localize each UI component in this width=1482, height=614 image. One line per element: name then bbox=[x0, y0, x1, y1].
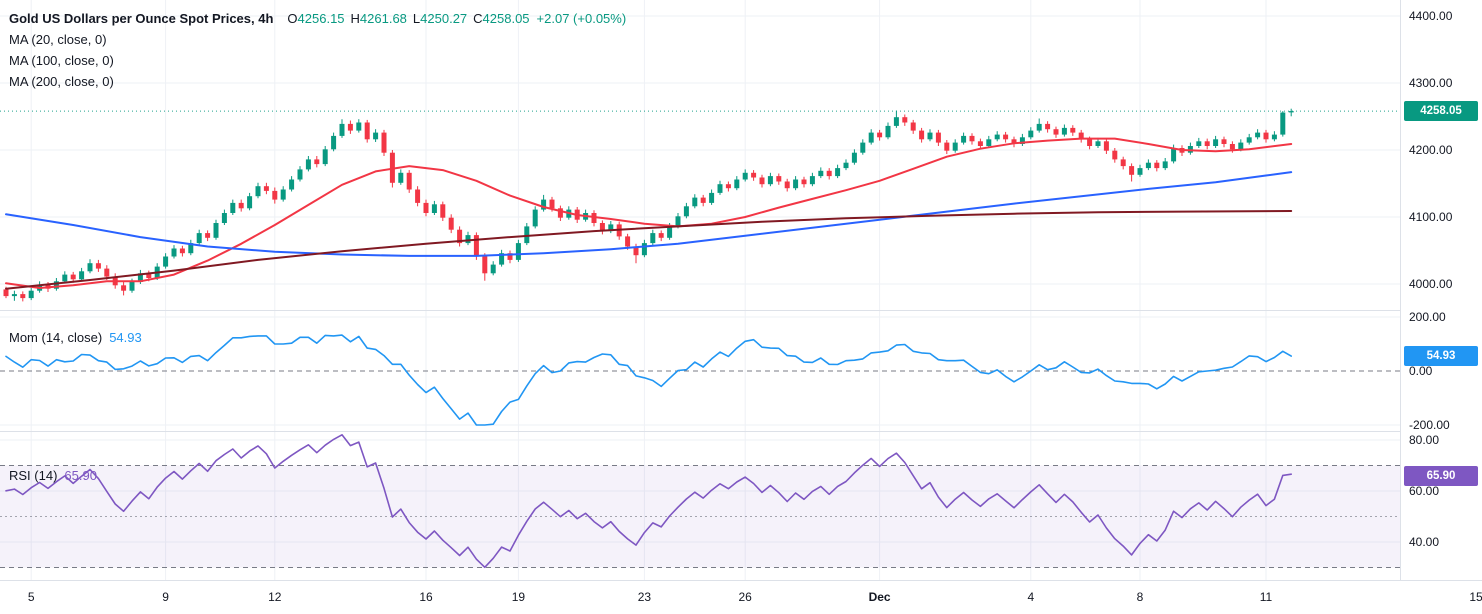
momentum-value-tag: 54.93 bbox=[1404, 346, 1478, 367]
momentum-line bbox=[5, 334, 1292, 426]
price-tick-label: 4200.00 bbox=[1409, 143, 1453, 157]
symbol-title: Gold US Dollars per Ounce Spot Prices, 4… bbox=[9, 11, 274, 26]
time-tick-label: 23 bbox=[637, 590, 652, 604]
time-tick-label: 16 bbox=[419, 590, 433, 604]
high-key: H bbox=[350, 11, 360, 26]
ma-overlay-1 bbox=[5, 171, 1293, 257]
time-tick-label: 12 bbox=[268, 590, 282, 604]
rsi-legend-label: RSI (14) bbox=[9, 468, 58, 483]
price-tick-label: 4400.00 bbox=[1409, 9, 1453, 23]
price-tick-label: 4300.00 bbox=[1409, 76, 1453, 90]
time-tick-label: 5 bbox=[27, 590, 35, 604]
rsi-tick-label: 60.00 bbox=[1409, 484, 1440, 498]
price-tick-label: 4000.00 bbox=[1409, 277, 1453, 291]
rsi-legend-value: 65.90 bbox=[64, 468, 97, 483]
time-axis[interactable]: 5 9 12 16 19 23 26 Dec 4 8 11 15 bbox=[0, 580, 1482, 614]
time-tick-label: 11 bbox=[1259, 590, 1273, 604]
momentum-tick-label: -200.00 bbox=[1409, 418, 1450, 432]
open-value: 4256.15 bbox=[297, 11, 345, 26]
rsi-band bbox=[0, 465, 1400, 568]
momentum-tick-label: 0.00 bbox=[1409, 364, 1433, 378]
gridlines bbox=[0, 0, 1400, 580]
current-price-tag: 4258.05 bbox=[1404, 101, 1478, 122]
momentum-legend-value: 54.93 bbox=[109, 330, 142, 345]
ma-overlay-2 bbox=[5, 210, 1293, 290]
close-value: 4258.05 bbox=[482, 11, 530, 26]
time-tick-label: 9 bbox=[162, 590, 169, 604]
change-value: +2.07 (+0.05%) bbox=[536, 11, 627, 26]
ma20-legend[interactable]: MA (20, close, 0) bbox=[9, 32, 107, 47]
symbol-ohlc-row[interactable]: Gold US Dollars per Ounce Spot Prices, 4… bbox=[9, 8, 626, 29]
ma200-legend[interactable]: MA (200, close, 0) bbox=[9, 74, 114, 89]
ma100-legend[interactable]: MA (100, close, 0) bbox=[9, 53, 114, 68]
high-value: 4261.68 bbox=[359, 11, 407, 26]
rsi-tick-label: 80.00 bbox=[1409, 433, 1440, 447]
close-key: C bbox=[473, 11, 483, 26]
time-tick-label: 15 bbox=[1469, 590, 1482, 604]
pane-divider-rsi[interactable] bbox=[0, 431, 1482, 432]
time-tick-label: 8 bbox=[1136, 590, 1144, 604]
momentum-legend[interactable]: Mom (14, close) 54.93 bbox=[9, 330, 142, 345]
rsi-legend[interactable]: RSI (14) 65.90 bbox=[9, 468, 97, 483]
time-tick-label: 19 bbox=[511, 590, 526, 604]
price-axis[interactable]: 4258.05 54.93 65.90 4400.00 4300.00 4200.0… bbox=[1400, 0, 1482, 580]
pane-divider-momentum[interactable] bbox=[0, 310, 1482, 311]
time-tick-label: Dec bbox=[868, 590, 891, 604]
rsi-tick-label: 40.00 bbox=[1409, 535, 1440, 549]
rsi-value-tag: 65.90 bbox=[1404, 466, 1478, 486]
low-value: 4250.27 bbox=[420, 11, 468, 26]
rsi-line bbox=[5, 433, 1292, 569]
chart-legend: Gold US Dollars per Ounce Spot Prices, 4… bbox=[9, 8, 626, 92]
time-tick-label: 26 bbox=[738, 590, 752, 604]
ma-overlay-0 bbox=[5, 137, 1293, 289]
momentum-tick-label: 200.00 bbox=[1409, 310, 1446, 324]
low-key: L bbox=[412, 11, 421, 26]
time-tick-label: 4 bbox=[1027, 590, 1035, 604]
open-key: O bbox=[287, 11, 298, 26]
price-tick-label: 4100.00 bbox=[1409, 210, 1453, 224]
momentum-legend-label: Mom (14, close) bbox=[9, 330, 103, 345]
chart-canvas[interactable] bbox=[0, 0, 1400, 614]
